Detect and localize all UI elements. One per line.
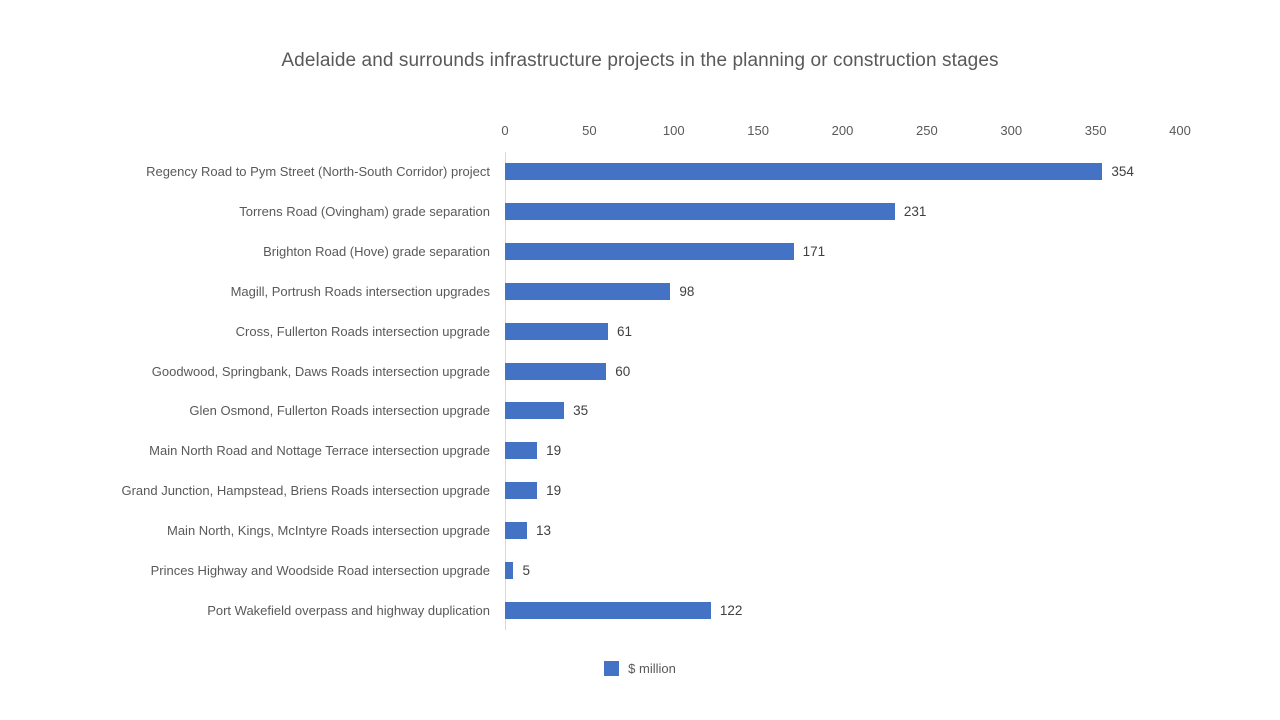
bar-track: 13 [505,510,1180,550]
bar [505,521,527,539]
bar [505,482,538,500]
bar [505,243,794,261]
bar-track: 354 [505,152,1180,192]
bar-track: 60 [505,351,1180,391]
value-label: 61 [616,323,632,339]
x-axis-tick: 0 [501,123,509,138]
chart-title: Adelaide and surrounds infrastructure pr… [281,50,999,71]
category-label: Princes Highway and Woodside Road inters… [150,562,490,578]
bar [505,442,538,460]
bar-track: 171 [505,232,1180,272]
bar-row: Torrens Road (Ovingham) grade separation… [0,192,1280,232]
bar-row: Grand Junction, Hampstead, Briens Roads … [0,471,1280,511]
x-axis-tick: 250 [916,123,938,138]
legend-swatch-icon [604,661,620,676]
bar-row: Port Wakefield overpass and highway dupl… [0,590,1280,630]
value-label: 5 [522,562,530,578]
category-label: Main North, Kings, McIntyre Roads inters… [167,522,490,538]
value-label: 171 [802,244,826,260]
bar [505,282,671,300]
x-axis-tick: 200 [831,123,854,138]
category-label: Port Wakefield overpass and highway dupl… [207,602,490,618]
bar-track: 19 [505,471,1180,511]
y-axis-line [505,152,506,630]
x-axis-tick: 100 [662,123,685,138]
x-axis-tick: 350 [1084,123,1107,138]
x-axis-tick: 400 [1169,123,1191,138]
bar [505,163,1103,181]
category-label: Glen Osmond, Fullerton Roads intersectio… [189,403,490,419]
bar [505,601,711,619]
bar-row: Brighton Road (Hove) grade separation 171 [0,232,1280,272]
legend-label: $ million [628,661,676,676]
bar [505,561,514,579]
x-axis-tick: 300 [1000,123,1023,138]
bar [505,203,895,221]
value-label: 19 [546,483,562,499]
legend: $ million [0,661,1280,676]
bar [505,322,608,340]
bar-row: Cross, Fullerton Roads intersection upgr… [0,311,1280,351]
category-label: Cross, Fullerton Roads intersection upgr… [235,323,490,339]
x-axis: 0 50 100 150 200 250 300 350 400 [501,123,1190,140]
bar-track: 122 [505,590,1180,630]
category-label: Magill, Portrush Roads intersection upgr… [230,283,490,299]
bar-row: Goodwood, Springbank, Daws Roads interse… [0,351,1280,391]
value-label: 354 [1111,164,1134,180]
bar [505,362,607,380]
bar-track: 5 [505,550,1180,590]
x-axis-tick: 150 [747,123,769,138]
bar-rows: Regency Road to Pym Street (North-South … [0,152,1280,630]
bar-row: Main North, Kings, McIntyre Roads inters… [0,510,1280,550]
category-label: Brighton Road (Hove) grade separation [263,244,490,260]
value-label: 35 [573,403,589,419]
bar-row: Regency Road to Pym Street (North-South … [0,152,1280,192]
value-label: 19 [546,443,562,459]
bar-row: Princes Highway and Woodside Road inters… [0,550,1280,590]
bar-row: Glen Osmond, Fullerton Roads intersectio… [0,391,1280,431]
bar-track: 61 [505,311,1180,351]
value-label: 231 [903,204,927,220]
value-label: 60 [615,363,631,379]
bar [505,402,565,420]
category-label: Main North Road and Nottage Terrace inte… [149,443,490,459]
bar-row: Main North Road and Nottage Terrace inte… [0,431,1280,471]
category-label: Grand Junction, Hampstead, Briens Roads … [121,483,490,499]
category-label: Goodwood, Springbank, Daws Roads interse… [151,363,490,379]
value-label: 13 [535,522,551,538]
bar-track: 231 [505,192,1180,232]
bar-row: Magill, Portrush Roads intersection upgr… [0,271,1280,311]
value-label: 98 [679,283,695,299]
bar-track: 98 [505,271,1180,311]
bar-track: 35 [505,391,1180,431]
bar-track: 19 [505,431,1180,471]
category-label: Regency Road to Pym Street (North-South … [146,164,490,180]
value-label: 122 [719,602,743,618]
x-axis-tick: 50 [582,123,597,138]
category-label: Torrens Road (Ovingham) grade separation [239,204,490,220]
